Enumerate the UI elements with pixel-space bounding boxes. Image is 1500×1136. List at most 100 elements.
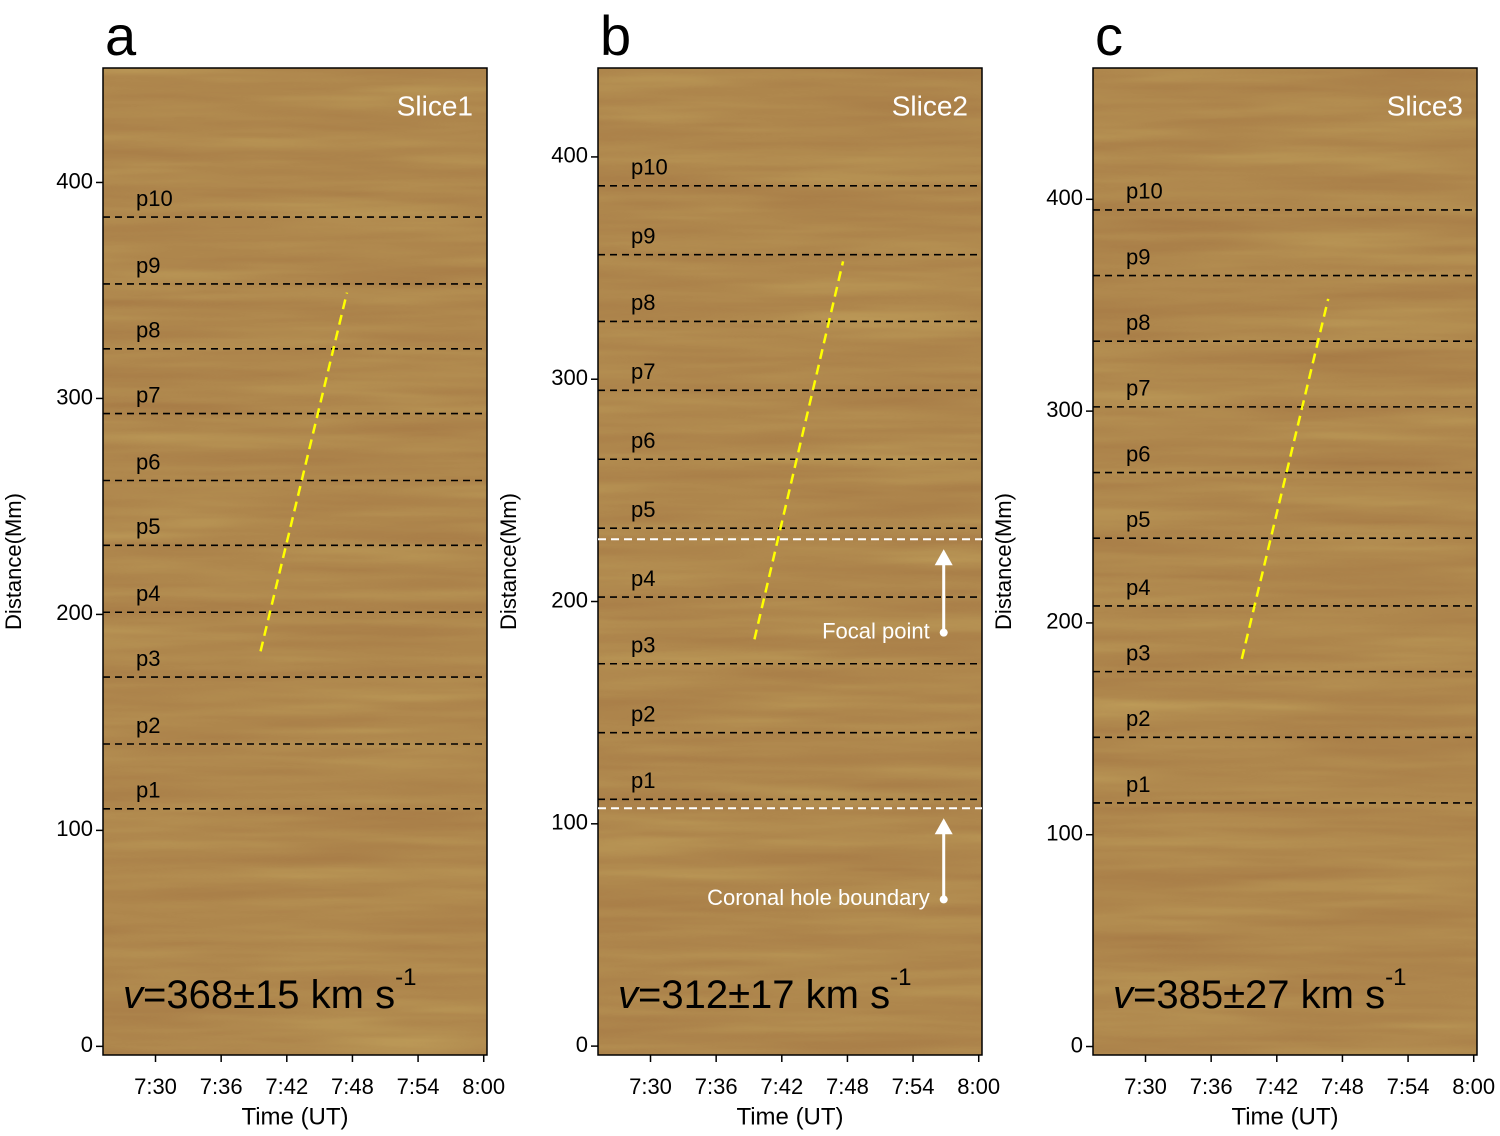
- y-tick-label: 100: [56, 816, 93, 841]
- arrow-head: [934, 549, 953, 566]
- x-tick-label: 7:30: [629, 1074, 672, 1099]
- panel-title: Slice1: [397, 90, 473, 121]
- x-tick-label: 7:42: [760, 1074, 803, 1099]
- fit-line: [753, 261, 845, 640]
- arrow-head: [934, 818, 953, 835]
- plot-frame: [1092, 67, 1478, 1056]
- fit-line: [1240, 298, 1330, 660]
- plot-frame: [597, 67, 983, 1056]
- x-tick-label: 7:36: [695, 1074, 738, 1099]
- x-axis-label: Time (UT): [1231, 1103, 1338, 1130]
- y-axis-label: Distance(Mm): [496, 493, 521, 630]
- panel: a Slice1 0 100 200 300 400 7:30 7:36 7:42 7:48 7:54…: [1, 4, 505, 1131]
- panel-title: Slice3: [1387, 90, 1463, 121]
- level-label: p1: [136, 778, 160, 803]
- level-label: p2: [1126, 706, 1150, 731]
- y-tick-label: 0: [81, 1032, 93, 1057]
- panel-label: c: [1095, 4, 1123, 67]
- panel-label: a: [105, 4, 137, 67]
- velocity-text: =312±17 km s: [638, 973, 890, 1017]
- panel-label: b: [600, 4, 631, 67]
- velocity-label: v=312±17 km s-1: [618, 964, 911, 1016]
- y-tick-label: 200: [1046, 609, 1083, 634]
- velocity-exponent: -1: [395, 964, 416, 991]
- panel: b Slice2 0 100 200 300 400 7:30 7:36 7:42 7:48 7:54…: [496, 4, 1000, 1131]
- marker-label: Coronal hole boundary: [707, 885, 930, 910]
- y-tick-label: 300: [551, 365, 588, 390]
- level-label: p6: [1126, 441, 1150, 466]
- x-tick-label: 7:42: [265, 1074, 308, 1099]
- level-label: p9: [1126, 244, 1150, 269]
- level-label: p3: [136, 646, 160, 671]
- level-label: p7: [1126, 376, 1150, 401]
- level-label: p4: [136, 581, 160, 606]
- texture: [103, 68, 487, 1055]
- x-tick-label: 8:00: [1452, 1074, 1495, 1099]
- panel-title: Slice2: [892, 90, 968, 121]
- level-label: p3: [1126, 640, 1150, 665]
- x-axis-label: Time (UT): [736, 1103, 843, 1130]
- velocity-symbol: v: [123, 973, 145, 1017]
- x-tick-label: 8:00: [462, 1074, 505, 1099]
- level-label: p7: [631, 359, 655, 384]
- level-label: p1: [631, 768, 655, 793]
- x-tick-label: 7:54: [1387, 1074, 1430, 1099]
- x-tick-label: 7:48: [826, 1074, 869, 1099]
- y-tick-label: 0: [576, 1032, 588, 1057]
- fit-line: [259, 292, 349, 652]
- y-axis-label: Distance(Mm): [1, 493, 26, 630]
- x-tick-label: 7:48: [1321, 1074, 1364, 1099]
- y-tick-label: 200: [551, 587, 588, 612]
- velocity-label: v=385±27 km s-1: [1113, 964, 1406, 1016]
- y-tick-label: 400: [551, 143, 588, 168]
- level-label: p8: [136, 318, 160, 343]
- y-tick-label: 300: [56, 384, 93, 409]
- level-label: p10: [631, 155, 668, 180]
- x-tick-label: 7:36: [1190, 1074, 1233, 1099]
- panel: c Slice3 0 100 200 300 400 7:30 7:36 7:42 7:48 7:54…: [991, 4, 1495, 1131]
- plot-frame: [102, 67, 488, 1056]
- y-tick-label: 300: [1046, 397, 1083, 422]
- level-label: p7: [136, 382, 160, 407]
- level-label: p10: [1126, 179, 1163, 204]
- y-tick-label: 400: [1046, 185, 1083, 210]
- x-tick-label: 7:54: [892, 1074, 935, 1099]
- level-label: p9: [631, 224, 655, 249]
- level-label: p8: [631, 290, 655, 315]
- y-tick-label: 100: [551, 810, 588, 835]
- x-tick-label: 7:30: [1124, 1074, 1167, 1099]
- level-label: p5: [136, 514, 160, 539]
- marker-label: Focal point: [822, 618, 930, 643]
- velocity-symbol: v: [618, 973, 640, 1017]
- arrow-origin: [939, 628, 948, 637]
- x-tick-label: 7:30: [134, 1074, 177, 1099]
- level-label: p5: [1126, 507, 1150, 532]
- level-label: p4: [1126, 575, 1150, 600]
- level-label: p6: [631, 428, 655, 453]
- velocity-exponent: -1: [890, 964, 911, 991]
- level-label: p10: [136, 186, 173, 211]
- x-tick-label: 7:42: [1255, 1074, 1298, 1099]
- texture: [598, 68, 982, 1055]
- level-label: p1: [1126, 772, 1150, 797]
- level-label: p2: [136, 713, 160, 738]
- y-axis-label: Distance(Mm): [991, 493, 1016, 630]
- x-axis-label: Time (UT): [241, 1103, 348, 1130]
- y-tick-label: 100: [1046, 821, 1083, 846]
- y-tick-label: 400: [56, 168, 93, 193]
- x-tick-label: 7:54: [397, 1074, 440, 1099]
- x-tick-label: 7:48: [331, 1074, 374, 1099]
- level-label: p6: [136, 449, 160, 474]
- level-label: p4: [631, 566, 655, 591]
- x-tick-label: 7:36: [200, 1074, 243, 1099]
- arrow-origin: [939, 895, 948, 904]
- level-label: p3: [631, 633, 655, 658]
- velocity-label: v=368±15 km s-1: [123, 964, 416, 1016]
- level-label: p5: [631, 497, 655, 522]
- level-label: p2: [631, 701, 655, 726]
- velocity-text: =368±15 km s: [143, 973, 395, 1017]
- level-label: p9: [136, 253, 160, 278]
- level-label: p8: [1126, 310, 1150, 335]
- x-tick-label: 8:00: [957, 1074, 1000, 1099]
